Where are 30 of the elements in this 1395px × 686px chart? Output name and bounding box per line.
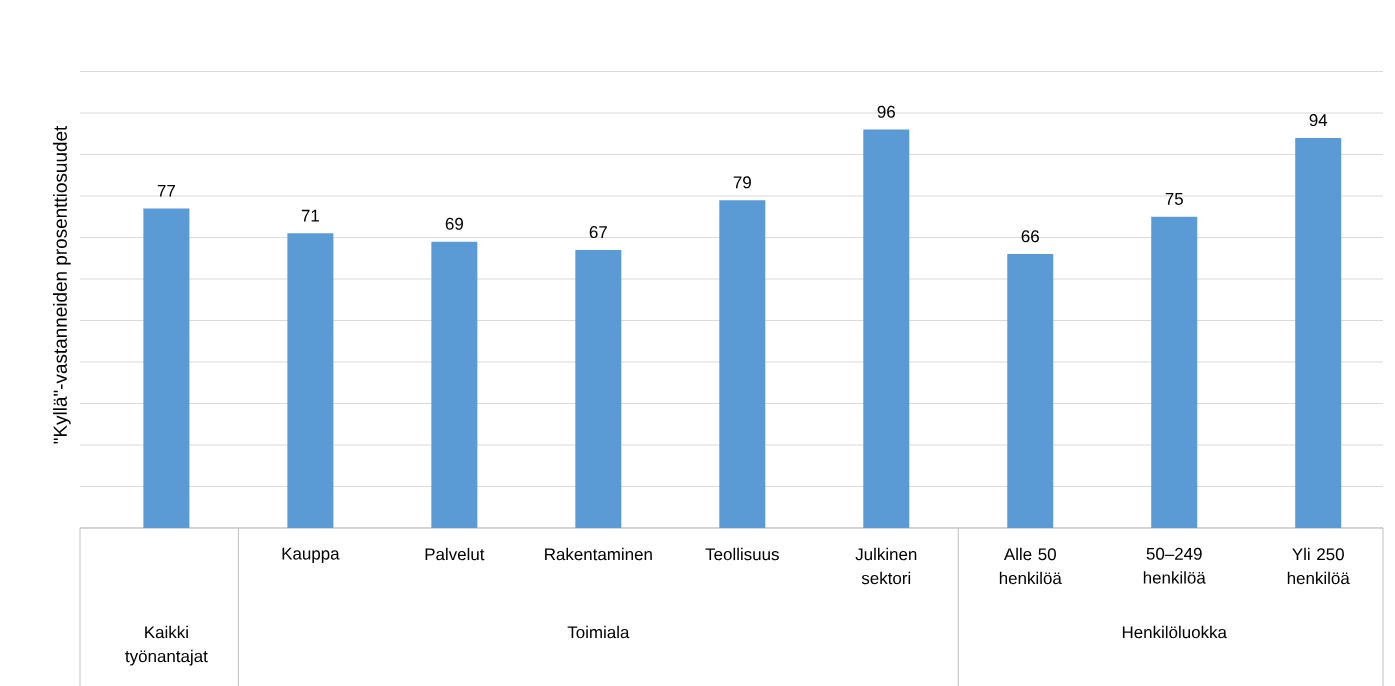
x-tick-label: 50–249 henkilöä — [1143, 547, 1206, 584]
bar — [1007, 254, 1054, 528]
bar — [863, 129, 910, 528]
data-label: 94 — [1309, 114, 1328, 127]
data-label: 96 — [877, 105, 895, 118]
text: Kaikki työnantajat — [125, 625, 208, 666]
bar — [1295, 137, 1342, 528]
data-label: 77 — [157, 184, 175, 197]
bar — [431, 241, 478, 528]
x-tick-label: Alle 50 henkilöä — [999, 547, 1062, 585]
x-tick-label: Kauppa — [282, 547, 340, 563]
data-label: 71 — [301, 209, 319, 222]
text: Toimiala — [567, 625, 630, 639]
bar — [575, 249, 622, 528]
data-label: 75 — [1165, 193, 1183, 205]
bar — [143, 208, 190, 528]
x-tick-label: Rakentaminen — [545, 547, 652, 561]
x-tick-label: Teollisuus — [705, 547, 779, 561]
data-label: 79 — [733, 176, 751, 189]
data-label: 69 — [445, 217, 463, 230]
bar — [1151, 216, 1198, 528]
bar — [287, 233, 334, 528]
data-label: 66 — [1021, 230, 1039, 243]
x-tick-label: Julkinen sektori — [855, 547, 917, 585]
x-tick-label: Palvelut — [425, 547, 485, 561]
x-tick-label: Yli 250 henkilöä — [1287, 547, 1350, 585]
bar — [719, 200, 766, 528]
text: Henkilöluokka — [1122, 625, 1227, 639]
data-label: 67 — [589, 226, 607, 239]
y-axis-title: "Kyllä"-vastanneiden prosenttiosuudet — [53, 125, 71, 444]
